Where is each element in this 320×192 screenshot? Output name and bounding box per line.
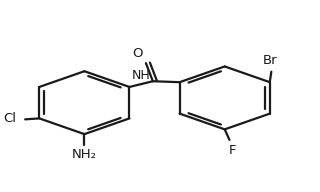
Text: NH₂: NH₂: [72, 148, 97, 161]
Text: Br: Br: [262, 54, 277, 67]
Text: Cl: Cl: [3, 113, 16, 125]
Text: F: F: [229, 144, 236, 157]
Text: O: O: [132, 47, 142, 60]
Text: NH: NH: [132, 69, 150, 82]
